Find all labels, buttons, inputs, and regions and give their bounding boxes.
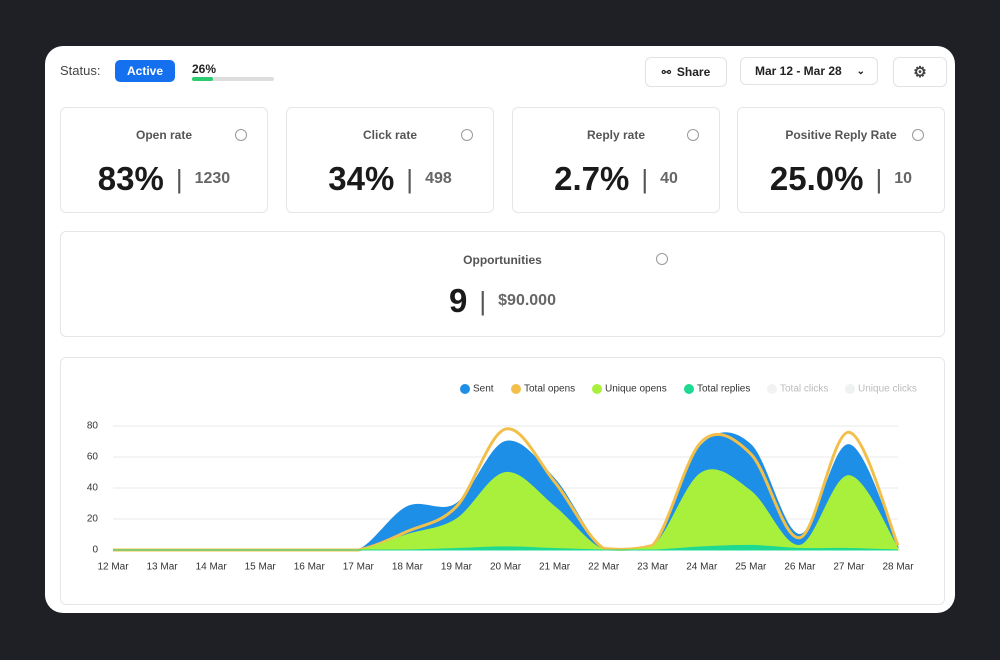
legend-dot <box>592 384 602 394</box>
separator: | <box>406 163 414 194</box>
info-icon <box>687 129 699 141</box>
status-badge: Active <box>115 60 175 82</box>
x-tick-label: 22 Mar <box>588 562 620 573</box>
separator: | <box>175 163 183 194</box>
share-button[interactable]: ⚯ Share <box>645 57 727 87</box>
dashboard: Status: Active 26% ⚯ Share Mar 12 - Mar 2… <box>45 46 955 613</box>
card-title: Reply rate <box>586 128 646 142</box>
share-icon: ⚯ <box>661 66 671 79</box>
x-tick-label: 15 Mar <box>245 562 277 573</box>
legend-dot <box>460 384 470 394</box>
legend-label: Sent <box>473 384 494 395</box>
card-title: Open rate <box>135 128 192 142</box>
legend-dot <box>684 384 694 394</box>
x-tick-label: 20 Mar <box>490 562 522 573</box>
card-value: 2.7% <box>554 160 630 197</box>
card-value: 25.0% <box>769 160 864 197</box>
card-value: 9 <box>449 282 468 319</box>
card-title: Opportunities <box>463 253 542 267</box>
y-tick-label: 40 <box>87 483 99 494</box>
date-text: Mar 12 - Mar 28 <box>755 64 842 78</box>
legend-dot <box>767 384 777 394</box>
share-text: Share <box>676 65 711 79</box>
date-dropdown[interactable]: Mar 12 - Mar 28 ⌄ <box>740 57 878 85</box>
card-count: 10 <box>894 170 913 187</box>
separator: | <box>875 163 883 194</box>
x-tick-label: 19 Mar <box>441 562 473 573</box>
stat-card: Reply rate 2.7% | 40 <box>512 107 720 213</box>
y-tick-label: 20 <box>87 514 99 525</box>
legend-label: Unique opens <box>605 384 667 395</box>
card-title: Positive Reply Rate <box>785 128 897 142</box>
area <box>113 544 899 551</box>
x-tick-label: 26 Mar <box>784 562 816 573</box>
info-icon <box>461 129 473 141</box>
legend-label: Total clicks <box>780 384 828 395</box>
legend-label: Total replies <box>697 384 750 395</box>
progress-fill <box>192 77 214 81</box>
card-values: 2.7% | 40 <box>513 160 719 198</box>
card-value: 34% <box>328 160 395 197</box>
info-icon <box>656 253 668 265</box>
opportunities-card: Opportunities 9 | $90.000 <box>60 231 945 337</box>
progress-track <box>192 77 274 81</box>
x-tick-label: 21 Mar <box>539 562 571 573</box>
x-tick-label: 12 Mar <box>97 562 129 573</box>
card-title: Click rate <box>362 128 418 142</box>
card-value: 83% <box>97 160 164 197</box>
status-label: Status: <box>60 63 101 78</box>
card-values: 34% | 498 <box>287 160 493 198</box>
x-tick-label: 28 Mar <box>882 562 914 573</box>
legend-label: Unique clicks <box>858 384 917 395</box>
card-values: 83% | 1230 <box>61 160 267 198</box>
chevron: ⌄ <box>856 65 865 77</box>
x-tick-label: 14 Mar <box>196 562 228 573</box>
progress-label: 26% <box>192 62 217 76</box>
settings-button[interactable]: ⚙ <box>893 57 947 87</box>
x-tick-label: 18 Mar <box>392 562 424 573</box>
x-tick-label: 16 Mar <box>294 562 326 573</box>
legend-label: Total opens <box>524 384 575 395</box>
card-values: 9 | $90.000 <box>61 282 944 320</box>
y-tick-label: 60 <box>87 452 99 463</box>
info-icon <box>235 129 247 141</box>
legend-dot <box>845 384 855 394</box>
x-tick-label: 25 Mar <box>735 562 767 573</box>
x-tick-label: 24 Mar <box>686 562 718 573</box>
stat-card: Positive Reply Rate 25.0% | 10 <box>737 107 945 213</box>
x-tick-label: 13 Mar <box>147 562 179 573</box>
separator: | <box>479 285 487 316</box>
y-tick-label: 0 <box>92 545 98 556</box>
x-tick-label: 17 Mar <box>343 562 375 573</box>
card-count: 40 <box>660 170 678 187</box>
card-count: 498 <box>425 170 452 187</box>
stat-card: Open rate 83% | 1230 <box>60 107 268 213</box>
card-amount: $90.000 <box>498 292 556 309</box>
chart: 0 20 40 60 80 12 Mar 13 Mar 14 Mar 15 Mar 16 Mar 1… <box>87 384 917 573</box>
stat-card: Click rate 34% | 498 <box>286 107 494 213</box>
card-count: 1230 <box>194 170 231 187</box>
y-tick-label: 80 <box>87 421 99 432</box>
card-values: 25.0% | 10 <box>738 160 944 198</box>
legend-dot <box>511 384 521 394</box>
separator: | <box>641 163 649 194</box>
x-tick-label: 27 Mar <box>833 562 865 573</box>
info-icon <box>912 129 924 141</box>
x-tick-label: 23 Mar <box>637 562 669 573</box>
